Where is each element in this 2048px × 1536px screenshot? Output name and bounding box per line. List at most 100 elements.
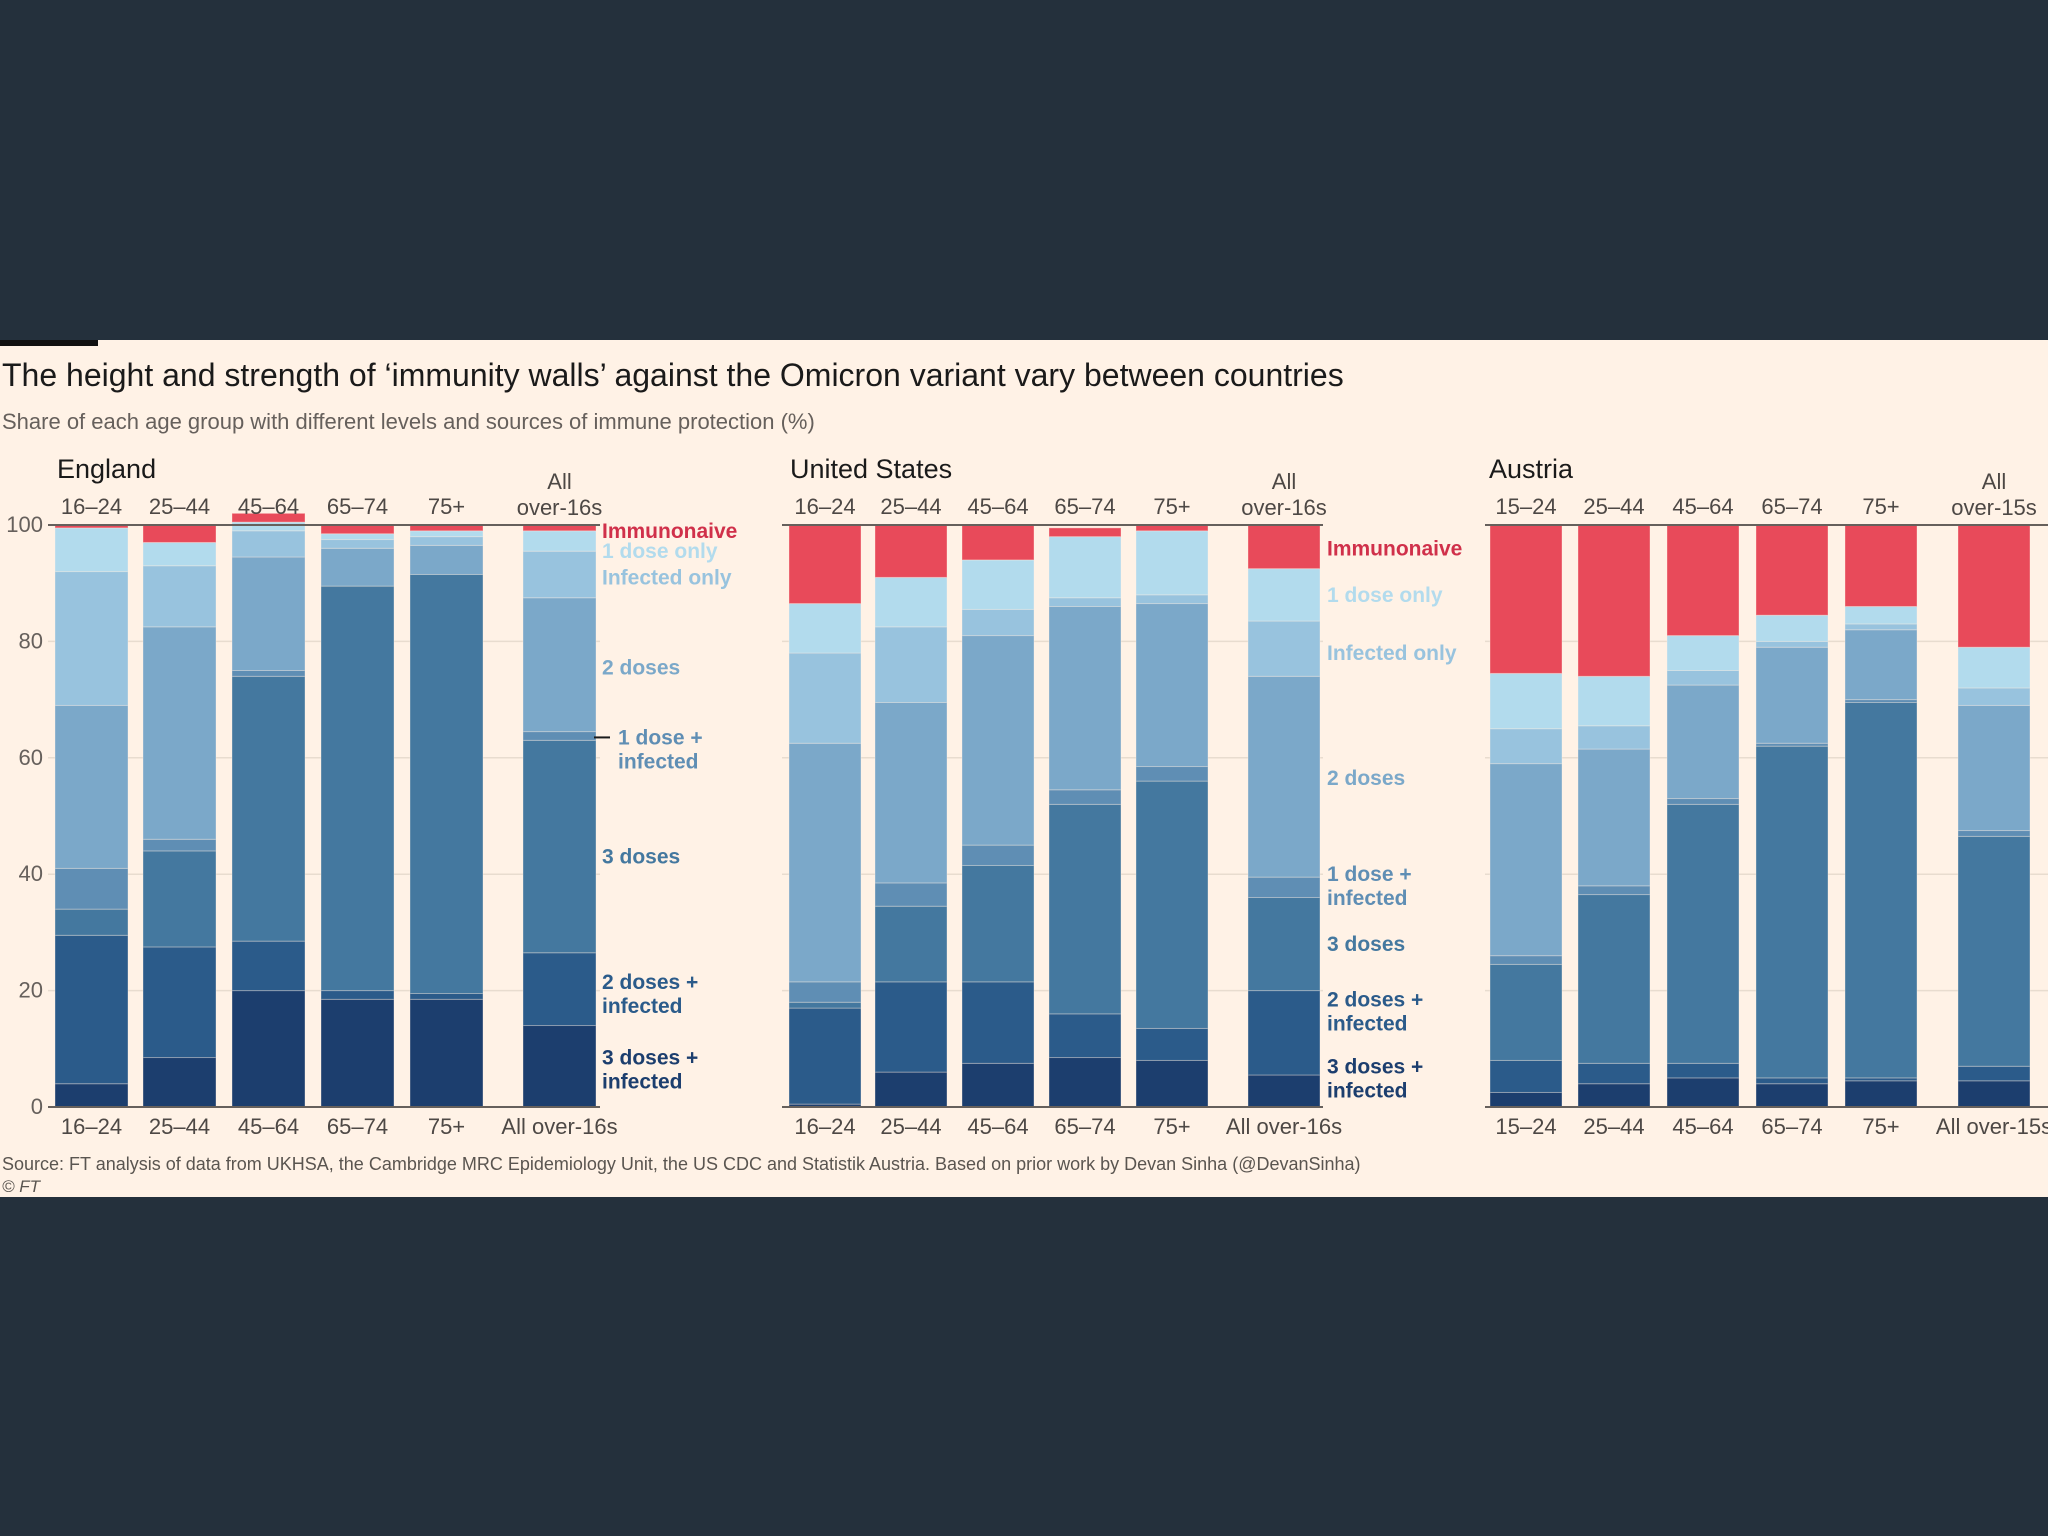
united-states-bar-16-24-doses2 — [788, 742, 862, 983]
united-states-bar-25-44-dose1_only — [874, 576, 948, 628]
united-states-bar-65-74-doses3_infected — [1048, 1057, 1122, 1108]
united-states-legend-2-doses-infected: 2 doses + infected — [1327, 988, 1423, 1035]
austria-top-label-75: 75+ — [1862, 494, 1899, 519]
united-states-bar-45-64-doses2_infected — [961, 981, 1035, 1064]
england-top-label-16-24: 16–24 — [61, 494, 122, 519]
united-states-bar-45-64-doses2 — [961, 635, 1035, 846]
source-note: Source: FT analysis of data from UKHSA, … — [2, 1154, 1361, 1174]
england-bar-25-44-infected_only — [142, 565, 217, 628]
austria-bar-75-doses3 — [1844, 702, 1918, 1079]
united-states-bar-all-over-16s-dose1_only — [1247, 568, 1321, 622]
austria-bar-45-64-doses3_infected — [1666, 1077, 1740, 1108]
england-bar-45-64-doses2 — [231, 556, 306, 672]
austria-bar-all-over-15s-dose1_infected — [1957, 830, 2031, 837]
england-bar-65-74-immunonaive — [320, 524, 395, 535]
united-states-bar-16-24-infected_only — [788, 652, 862, 744]
england-bar-25-44-dose1_infected — [142, 838, 217, 852]
england-x-label-75: 75+ — [428, 1114, 465, 1139]
austria-bar-25-44-dose1_infected — [1577, 885, 1651, 896]
united-states-bar-75-dose1_infected — [1135, 766, 1209, 782]
austria-bar-15-24-dose1_only — [1489, 672, 1563, 730]
austria-x-label-25-44: 25–44 — [1583, 1114, 1644, 1139]
united-states-x-label-all-over-16s: All over-16s — [1226, 1114, 1342, 1139]
england-bar-all-over-16s-doses2_infected — [522, 952, 597, 1027]
austria-bar-65-74-doses3 — [1755, 745, 1829, 1079]
austria-x-label-65-74: 65–74 — [1761, 1114, 1822, 1139]
england-bar-45-64-infected_only — [231, 530, 306, 558]
united-states-bar-25-44-doses2_infected — [874, 981, 948, 1073]
austria-bar-75-infected_only — [1844, 623, 1918, 631]
austria-bar-all-over-15s-dose1_only — [1957, 646, 2031, 689]
united-states-bar-65-74-dose1_infected — [1048, 789, 1122, 805]
england-panel-title: England — [57, 454, 156, 484]
austria-bar-25-44-doses2_infected — [1577, 1062, 1651, 1085]
england-bar-75-doses3 — [409, 573, 484, 995]
austria-bar-45-64-dose1_infected — [1666, 798, 1740, 805]
england-bar-45-64-doses3 — [231, 675, 306, 942]
england-bar-16-24-doses2 — [54, 704, 129, 869]
austria-bar-all-over-15s-doses3_infected — [1957, 1080, 2031, 1108]
england-bar-16-24-infected_only — [54, 571, 129, 706]
united-states-bar-75-infected_only — [1135, 594, 1209, 605]
england-top-label-25-44: 25–44 — [149, 494, 210, 519]
united-states-panel-title: United States — [790, 454, 952, 484]
united-states-legend-infected-only: Infected only — [1327, 642, 1457, 665]
united-states-bar-all-over-16s-infected_only — [1247, 620, 1321, 677]
united-states-top-label-65-74: 65–74 — [1054, 494, 1115, 519]
england-bar-all-over-16s-dose1_only — [522, 530, 597, 552]
austria-bar-15-24-doses2_infected — [1489, 1059, 1563, 1093]
united-states-bar-16-24-dose1_only — [788, 603, 862, 654]
united-states-bar-75-doses2 — [1135, 603, 1209, 768]
england-bar-65-74-doses2_infected — [320, 990, 395, 1000]
united-states-bar-all-over-16s-doses2 — [1247, 675, 1321, 878]
united-states-bar-75-doses3_infected — [1135, 1059, 1209, 1108]
austria-bar-all-over-15s-doses3 — [1957, 835, 2031, 1067]
united-states-bar-65-74-doses2 — [1048, 605, 1122, 791]
united-states-bar-25-44-doses3_infected — [874, 1071, 948, 1108]
united-states-bar-16-24-doses2_infected — [788, 1007, 862, 1105]
austria-bar-all-over-15s-immunonaive — [1957, 524, 2031, 648]
england-top-label-45-64: 45–64 — [238, 494, 299, 519]
y-tick-label-80: 80 — [19, 628, 43, 653]
england-bar-25-44-dose1_only — [142, 541, 217, 567]
england-bar-all-over-16s-doses3_infected — [522, 1025, 597, 1108]
england-bar-45-64-dose1_infected — [231, 670, 306, 677]
united-states-bar-all-over-16s-doses3_infected — [1247, 1074, 1321, 1108]
united-states-legend-1-dose-infected: 1 dose + infected — [1327, 863, 1412, 910]
united-states-bar-65-74-doses2_infected — [1048, 1013, 1122, 1059]
united-states-bar-65-74-dose1_only — [1048, 536, 1122, 599]
england-bar-75-infected_only — [409, 536, 484, 546]
austria-bar-65-74-doses3_infected — [1755, 1083, 1829, 1108]
austria-bar-45-64-dose1_only — [1666, 635, 1740, 672]
england-x-label-all-over-16s: All over-16s — [501, 1114, 617, 1139]
united-states-bar-25-44-doses2 — [874, 702, 948, 884]
austria-bar-15-24-infected_only — [1489, 728, 1563, 765]
england-legend-3-doses-infected: 3 doses + infected — [602, 1047, 698, 1094]
england-legend-immunonaive: Immunonaive — [602, 520, 737, 543]
england-top-label-all-over-16s: All over-16s — [517, 469, 603, 520]
austria-bar-15-24-immunonaive — [1489, 524, 1563, 674]
austria-top-label-all-over-15s: All over-15s — [1951, 469, 2037, 520]
england-legend-2-doses-infected: 2 doses + infected — [602, 971, 698, 1018]
united-states-x-label-45-64: 45–64 — [967, 1114, 1028, 1139]
england-bar-16-24-doses2_infected — [54, 934, 129, 1085]
england-bar-16-24-dose1_only — [54, 527, 129, 573]
united-states-bar-all-over-16s-dose1_infected — [1247, 876, 1321, 898]
austria-bar-45-64-infected_only — [1666, 670, 1740, 686]
united-states-top-label-all-over-16s: All over-16s — [1241, 469, 1327, 520]
united-states-bar-16-24-immunonaive — [788, 524, 862, 605]
england-bar-25-44-doses2 — [142, 626, 217, 840]
austria-bar-65-74-immunonaive — [1755, 524, 1829, 616]
england-x-label-65-74: 65–74 — [327, 1114, 388, 1139]
austria-top-label-25-44: 25–44 — [1583, 494, 1644, 519]
austria-bar-65-74-infected_only — [1755, 640, 1829, 648]
england-bar-65-74-doses2 — [320, 547, 395, 587]
united-states-bar-25-44-dose1_infected — [874, 882, 948, 907]
england-bar-45-64-immunonaive — [231, 512, 306, 523]
england-bar-25-44-doses3_infected — [142, 1057, 217, 1108]
england-top-label-75: 75+ — [428, 494, 465, 519]
y-tick-label-40: 40 — [19, 861, 43, 886]
england-bar-16-24-doses3_infected — [54, 1083, 129, 1108]
united-states-bar-25-44-infected_only — [874, 626, 948, 704]
